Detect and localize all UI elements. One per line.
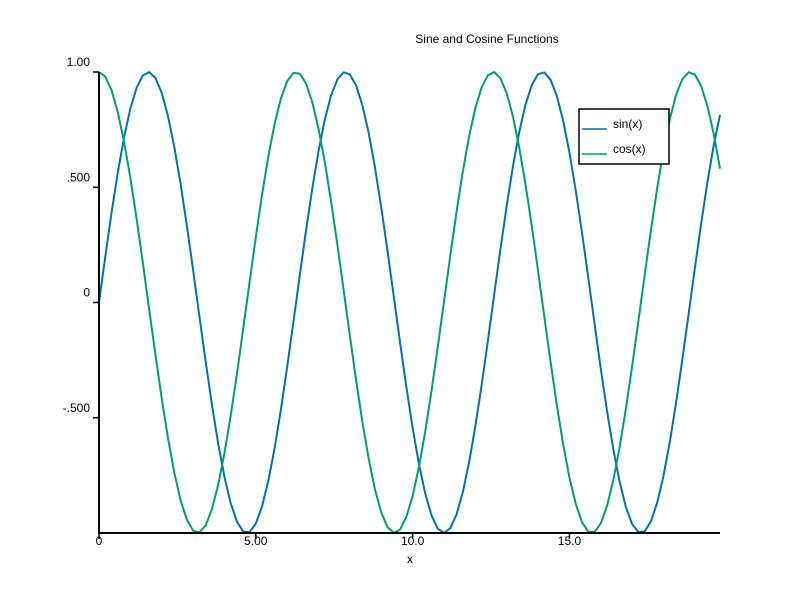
x-tick-label: 0 — [96, 534, 103, 548]
y-tick-label: 1.00 — [67, 55, 91, 69]
y-ticks: 1.00 .500 0 -.500 — [63, 55, 99, 419]
x-tick-label: 10.0 — [401, 534, 425, 548]
x-tick-label: 5.00 — [244, 534, 268, 548]
x-axis-label: x — [407, 552, 413, 566]
y-tick-label: -.500 — [63, 401, 91, 415]
y-tick-label: .500 — [67, 170, 91, 184]
series-line-cos — [98, 71, 721, 534]
x-ticks: 0 5.00 10.0 15.0 — [96, 533, 582, 548]
legend: sin(x) cos(x) — [578, 108, 670, 165]
legend-label-sin: sin(x) — [613, 117, 642, 131]
chart-title: Sine and Cosine Functions — [415, 32, 558, 46]
x-tick-label: 15.0 — [558, 534, 582, 548]
legend-label-cos: cos(x) — [613, 142, 646, 156]
legend-box — [578, 108, 670, 165]
y-tick-label: 0 — [83, 286, 90, 300]
series-layer — [98, 71, 721, 534]
